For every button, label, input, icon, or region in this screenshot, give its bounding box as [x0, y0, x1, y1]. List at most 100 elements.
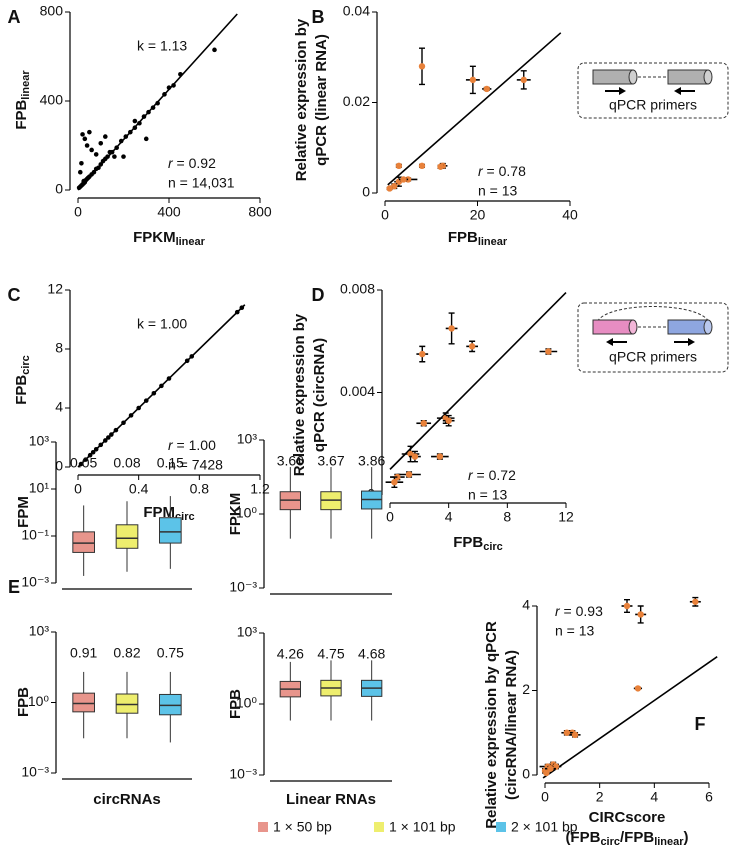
- median-label: 0.15: [157, 455, 184, 471]
- median-label: 4.68: [358, 646, 385, 662]
- point: [386, 185, 393, 192]
- annotation-text: = 0.92: [173, 155, 216, 171]
- x-tick-label: 0.8: [190, 481, 210, 497]
- point: [89, 147, 94, 153]
- point: [418, 162, 426, 170]
- y-tick-label: 4: [55, 399, 63, 415]
- y-tick-label: 10⁻¹: [21, 527, 49, 543]
- point: [445, 417, 452, 424]
- axis-label-part: FPKM: [227, 493, 244, 536]
- box: [115, 524, 139, 549]
- annotation: k = 1.13: [137, 38, 187, 54]
- point: [143, 136, 149, 142]
- point: [178, 72, 183, 77]
- y-tick-label: 0: [55, 181, 63, 197]
- y-tick-label: 0.04: [343, 3, 370, 19]
- point: [419, 350, 426, 358]
- legend-label: 1 × 50 bp: [273, 819, 332, 835]
- axis-label-part: FPM: [15, 496, 32, 528]
- axis-label-part: CIRCscore: [589, 809, 666, 826]
- y-tick-label: 0.004: [340, 383, 375, 399]
- x-tick-label: 0: [74, 481, 82, 497]
- point: [132, 125, 138, 130]
- axis-label: FPKMlinear: [133, 229, 206, 248]
- axis-label-part: FPB: [13, 100, 30, 130]
- point: [84, 143, 90, 148]
- point: [563, 729, 571, 736]
- axis-label-part: Relative expression by qPCR: [483, 621, 500, 829]
- y-tick-label: 8: [55, 340, 63, 356]
- point: [128, 129, 133, 135]
- y-tick-label: 12: [47, 281, 63, 297]
- y-tick-label: 10³: [237, 624, 258, 640]
- axis-label: FPKM: [227, 493, 244, 536]
- y-tick-label: 0: [362, 184, 370, 200]
- x-tick-label: 2: [596, 789, 604, 805]
- axis-label: circRNAs: [93, 791, 161, 808]
- point: [166, 376, 172, 381]
- median-label: 3.67: [317, 453, 344, 469]
- point: [159, 383, 164, 389]
- axis-label-part: FPB: [15, 687, 32, 717]
- y-tick-label: 2: [522, 681, 530, 697]
- axis-label: FPBcirc: [453, 534, 503, 553]
- y-tick-label: 10⁰: [28, 693, 50, 709]
- axis-label: (FPBcirc/FPBlinear): [565, 829, 688, 848]
- axis-label-part: circ: [600, 836, 620, 848]
- annotation-text: = 0.78: [483, 163, 526, 179]
- axis-label: qPCR (linear RNA): [313, 34, 330, 166]
- point: [571, 731, 579, 739]
- x-tick-label: 4: [445, 509, 453, 525]
- median-label: 0.05: [70, 455, 97, 471]
- inset-circ: [577, 302, 729, 373]
- annotation: r = 1.00: [168, 437, 216, 453]
- point: [98, 140, 104, 146]
- point: [212, 47, 217, 53]
- point: [146, 109, 151, 115]
- point: [545, 348, 552, 355]
- median-label: 3.66: [277, 453, 304, 469]
- point: [166, 85, 172, 90]
- legend-swatch: [258, 822, 268, 832]
- x-tick-label: 0: [74, 204, 82, 220]
- annotation-italic: r: [468, 467, 474, 483]
- point: [106, 435, 111, 440]
- point: [107, 149, 113, 155]
- legend-label: 2 × 101 bp: [511, 819, 578, 835]
- point: [105, 154, 110, 159]
- point: [128, 413, 134, 418]
- box: [159, 693, 182, 716]
- point: [395, 162, 403, 170]
- point: [77, 169, 83, 175]
- axis-label-part: linear: [478, 236, 508, 248]
- point: [469, 76, 477, 84]
- axis-label-part: FPM: [143, 504, 175, 521]
- x-tick-label: 1.2: [250, 481, 270, 497]
- x-tick-label: 4: [650, 789, 658, 805]
- axis-label-part: Relative expression by: [291, 313, 308, 476]
- axis-label-part: circ: [483, 541, 503, 553]
- axis-label-part: (circRNA/linear RNA): [503, 650, 520, 800]
- box: [115, 693, 139, 714]
- x-tick-label: 0: [381, 207, 389, 223]
- x-tick-label: 0: [541, 789, 549, 805]
- legend-swatch: [496, 822, 506, 832]
- point: [103, 438, 108, 443]
- axis-label-part: FPB: [448, 229, 478, 246]
- point: [171, 83, 176, 88]
- axis-label-part: FPB: [227, 689, 244, 719]
- legend-swatch: [374, 822, 384, 832]
- y-tick-label: 4: [522, 597, 530, 613]
- panel-letter: E: [8, 577, 20, 597]
- point: [448, 325, 455, 332]
- x-tick-label: 0: [386, 509, 394, 525]
- y-tick-label: 10⁻³: [229, 766, 257, 782]
- annotation: n = 13: [468, 487, 508, 503]
- annotation-text: = 1.00: [173, 437, 216, 453]
- x-tick-label: 20: [470, 207, 486, 223]
- axis-label: FPB: [227, 689, 244, 719]
- axis-label-part: FPB: [453, 534, 483, 551]
- fit-line: [389, 291, 567, 470]
- axis-label: Relative expression by: [293, 18, 310, 181]
